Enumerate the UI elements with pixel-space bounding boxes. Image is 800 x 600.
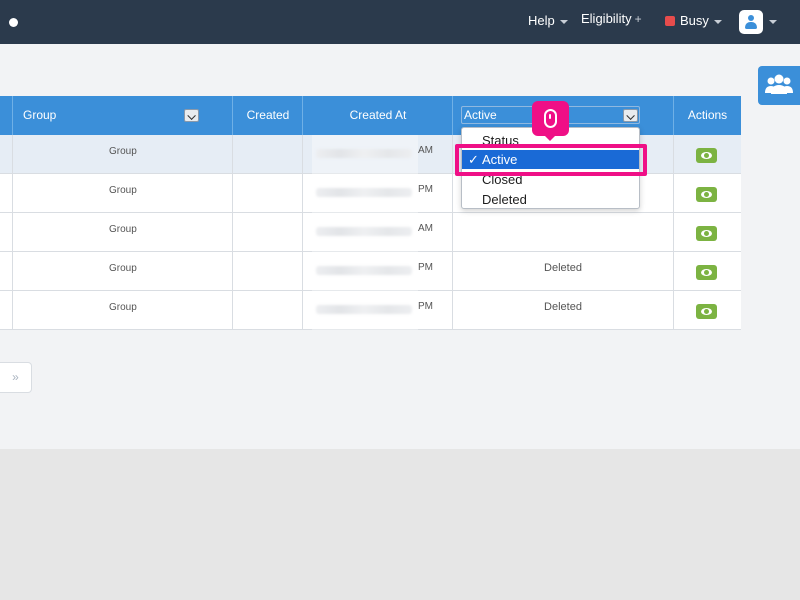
status-cell	[452, 291, 674, 330]
group-cell: Group	[109, 224, 137, 235]
created-cell	[232, 135, 303, 174]
table-row[interactable]: Group PM Deleted	[0, 252, 741, 291]
column-header-created[interactable]: Created	[232, 96, 303, 135]
user-menu-button[interactable]	[739, 10, 763, 34]
ampm-label: PM	[418, 301, 433, 312]
pagination-next-button[interactable]: »	[0, 362, 32, 393]
dot-icon	[9, 18, 18, 27]
user-icon	[748, 15, 754, 21]
status-value: Deleted	[544, 301, 582, 313]
redacted-timestamp	[316, 227, 412, 236]
top-navbar: Help Eligibility + Busy	[0, 0, 800, 44]
plus-icon: +	[634, 12, 642, 26]
chevron-down-icon[interactable]	[769, 20, 777, 24]
redacted-timestamp	[316, 305, 412, 314]
dropdown-option-deleted[interactable]: Deleted	[482, 192, 527, 207]
created-cell	[232, 213, 303, 252]
ampm-label: AM	[418, 223, 433, 234]
status-menu[interactable]: Busy	[665, 13, 722, 29]
view-button[interactable]	[696, 148, 717, 163]
created-cell	[232, 291, 303, 330]
created-at-cell	[302, 252, 453, 291]
status-cell	[452, 135, 674, 174]
redacted-timestamp	[316, 149, 412, 158]
view-button[interactable]	[696, 226, 717, 241]
view-button[interactable]	[696, 187, 717, 202]
column-header-group: Group	[12, 96, 233, 135]
column-header-created-at[interactable]: Created At	[302, 96, 453, 135]
ampm-label: AM	[418, 145, 433, 156]
redacted-timestamp	[316, 188, 412, 197]
redacted-timestamp	[316, 266, 412, 275]
group-cell: Group	[109, 263, 137, 274]
status-cell	[452, 213, 674, 252]
check-icon: ✓	[468, 152, 479, 167]
group-cell: Group	[109, 146, 137, 157]
column-header-actions: Actions	[673, 96, 741, 135]
created-at-cell	[302, 135, 453, 174]
chevron-down-icon	[623, 109, 638, 122]
table-header: Group Created Created At Actions	[0, 96, 741, 135]
redaction-overlay	[312, 135, 418, 330]
created-cell	[232, 174, 303, 213]
contacts-button[interactable]	[758, 66, 800, 105]
created-at-cell	[302, 213, 453, 252]
busy-status-icon	[665, 16, 675, 26]
view-button[interactable]	[696, 265, 717, 280]
group-cell: Group	[109, 302, 137, 313]
ampm-label: PM	[418, 262, 433, 273]
table-row[interactable]: Group PM Deleted	[0, 291, 741, 330]
help-menu[interactable]: Help	[528, 13, 568, 29]
created-at-cell	[302, 291, 453, 330]
users-icon	[765, 74, 793, 94]
status-filter-value: Active	[464, 108, 497, 122]
view-button[interactable]	[696, 304, 717, 319]
column-header-status	[452, 96, 674, 135]
eligibility-menu-label: Eligibility	[581, 11, 632, 26]
mouse-icon	[544, 109, 557, 128]
dropdown-option-active-label: Active	[482, 152, 518, 167]
status-cell	[452, 174, 674, 213]
chevron-down-icon	[559, 19, 568, 24]
help-menu-label: Help	[528, 13, 555, 28]
dropdown-option-active[interactable]: ✓ Active	[462, 150, 639, 169]
created-cell	[232, 252, 303, 291]
status-cell	[452, 252, 674, 291]
group-cell: Group	[109, 185, 137, 196]
table-row[interactable]: Group AM	[0, 213, 741, 252]
eligibility-menu[interactable]: Eligibility +	[581, 11, 642, 27]
status-value: Deleted	[544, 262, 582, 274]
status-menu-label: Busy	[680, 13, 709, 28]
selection-highlight	[455, 144, 647, 176]
created-at-cell	[302, 174, 453, 213]
ampm-label: PM	[418, 184, 433, 195]
group-filter-select[interactable]	[184, 109, 199, 122]
chevron-down-icon	[713, 19, 722, 24]
column-header-group-label: Group	[23, 108, 57, 122]
